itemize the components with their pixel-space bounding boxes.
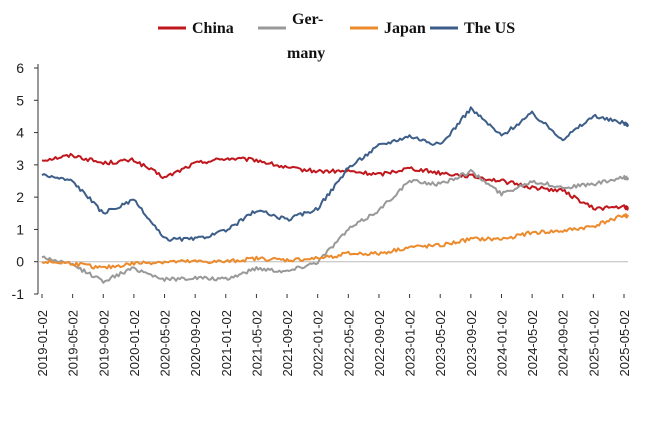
x-tick-label: 2022-09-02 (372, 310, 387, 377)
axes (37, 64, 628, 294)
series-line-the-us (41, 106, 629, 242)
x-tick-label: 2021-05-02 (249, 310, 264, 377)
y-tick-label: -1 (12, 286, 25, 302)
x-tick-label: 2025-05-02 (617, 310, 632, 377)
legend-label: Japan (384, 20, 426, 37)
x-tick-label: 2019-01-02 (35, 310, 50, 377)
series-lines (41, 106, 629, 284)
x-tick-label: 2021-01-02 (219, 310, 234, 377)
x-tick-label: 2024-01-02 (494, 310, 509, 377)
x-tick-label: 2024-05-02 (525, 310, 540, 377)
x-tick-label: 2024-09-02 (556, 310, 571, 377)
x-tick-label: 2023-01-02 (403, 310, 418, 377)
x-tick-label: 2020-01-02 (127, 310, 142, 377)
y-tick-label: 0 (16, 254, 24, 270)
series-line-china (41, 152, 629, 211)
x-tick-label: 2022-01-02 (311, 310, 326, 377)
y-tick-label: 2 (16, 189, 24, 205)
legend-label: The US (464, 20, 515, 37)
y-tick-label: 3 (16, 157, 24, 173)
y-tick-label: 1 (16, 221, 24, 237)
legend-label: Ger-many (287, 11, 325, 62)
x-tick-label: 2023-05-02 (433, 310, 448, 377)
series-line-japan (41, 213, 629, 270)
x-tick-label: 2020-05-02 (158, 310, 173, 377)
y-tick-label: 4 (16, 125, 24, 141)
x-tick-label: 2019-05-02 (66, 310, 81, 377)
x-tick-label: 2022-05-02 (341, 310, 356, 377)
legend: China Ger-many Japan The US (158, 11, 515, 62)
y-tick-label: 5 (16, 92, 24, 108)
y-axis-ticks: 6 5 4 3 2 1 0 -1 (12, 60, 38, 302)
x-axis-ticks: 2019-01-02 2019-05-02 2019-09-02 2020-01-02… (35, 294, 632, 377)
x-tick-label: 2020-09-02 (188, 310, 203, 377)
x-tick-label: 2021-09-02 (280, 310, 295, 377)
y-tick-label: 6 (16, 60, 24, 76)
series-line-ger-many (41, 168, 629, 284)
x-tick-label: 2023-09-02 (464, 310, 479, 377)
legend-label: China (192, 20, 234, 37)
x-tick-label: 2025-01-02 (586, 310, 601, 377)
x-tick-label: 2019-09-02 (96, 310, 111, 377)
